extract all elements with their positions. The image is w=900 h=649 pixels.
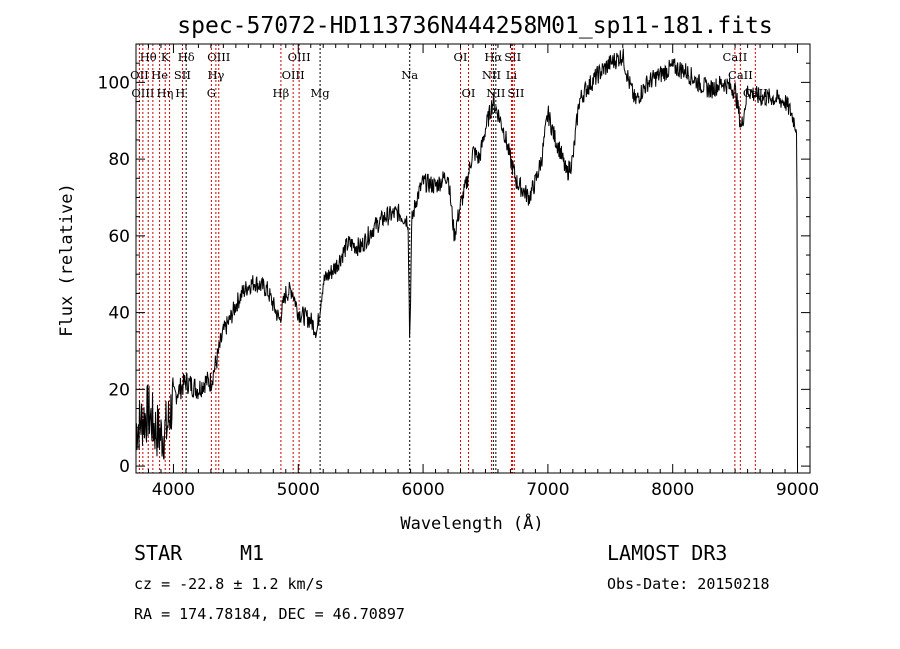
line-label: OI bbox=[454, 50, 468, 64]
line-label: OIII bbox=[131, 86, 154, 100]
line-label: Hδ bbox=[178, 50, 195, 64]
x-tick-label: 8000 bbox=[651, 480, 694, 500]
x-tick-label: 4000 bbox=[152, 480, 195, 500]
line-label: Hβ bbox=[273, 86, 290, 100]
line-label: Hα bbox=[484, 50, 502, 64]
y-axis-label: Flux (relative) bbox=[57, 183, 77, 337]
spectrum-line bbox=[135, 48, 798, 467]
line-label: G bbox=[207, 86, 216, 100]
redshift-cz: cz = -22.8 ± 1.2 km/s bbox=[134, 575, 324, 593]
y-tick-label: 100 bbox=[98, 73, 130, 93]
line-label: He bbox=[151, 68, 168, 82]
line-label: OIII bbox=[288, 50, 311, 64]
line-label: SII bbox=[174, 68, 191, 82]
line-label: NII bbox=[486, 86, 505, 100]
line-label: Hθ bbox=[140, 50, 157, 64]
obs-date: Obs-Date: 20150218 bbox=[607, 575, 770, 593]
line-label: Li bbox=[506, 68, 518, 82]
plot-frame bbox=[135, 43, 811, 474]
line-label: CaII bbox=[723, 50, 748, 64]
line-label: NII bbox=[482, 68, 501, 82]
x-tick-label: 6000 bbox=[401, 480, 444, 500]
line-label: H bbox=[175, 86, 185, 100]
line-label: OI bbox=[462, 86, 476, 100]
x-tick-label: 5000 bbox=[277, 480, 320, 500]
line-label: CaII bbox=[728, 68, 753, 82]
line-label: OIII bbox=[282, 68, 305, 82]
chart-title: spec-57072-HD113736N444258M01_sp11-181.f… bbox=[177, 13, 772, 39]
line-label: Hη bbox=[156, 86, 173, 100]
survey-name: LAMOST DR3 bbox=[607, 541, 727, 565]
y-tick-label: 40 bbox=[108, 304, 130, 324]
y-tick-label: 20 bbox=[108, 380, 130, 400]
line-label: SII bbox=[504, 50, 521, 64]
line-label: Na bbox=[401, 68, 418, 82]
line-label: OIII bbox=[207, 50, 230, 64]
x-tick-label: 9000 bbox=[776, 480, 819, 500]
object-subclass: M1 bbox=[240, 541, 264, 565]
y-tick-label: 0 bbox=[119, 457, 130, 477]
coordinates: RA = 174.78184, DEC = 46.70897 bbox=[134, 605, 405, 623]
y-tick-label: 80 bbox=[108, 150, 130, 170]
x-tick-label: 7000 bbox=[526, 480, 569, 500]
line-label: SII bbox=[507, 86, 524, 100]
y-tick-label: 60 bbox=[108, 227, 130, 247]
line-label: K bbox=[161, 50, 170, 64]
axes: 4000 5000 6000 7000 8000 9000 0 20 40 60 80 100 bbox=[98, 44, 819, 500]
line-label: OII bbox=[130, 68, 149, 82]
line-label: Hγ bbox=[207, 68, 224, 82]
line-label: Mg bbox=[311, 86, 331, 100]
x-axis-label: Wavelength (Å) bbox=[400, 512, 543, 534]
object-class: STAR bbox=[134, 541, 183, 565]
